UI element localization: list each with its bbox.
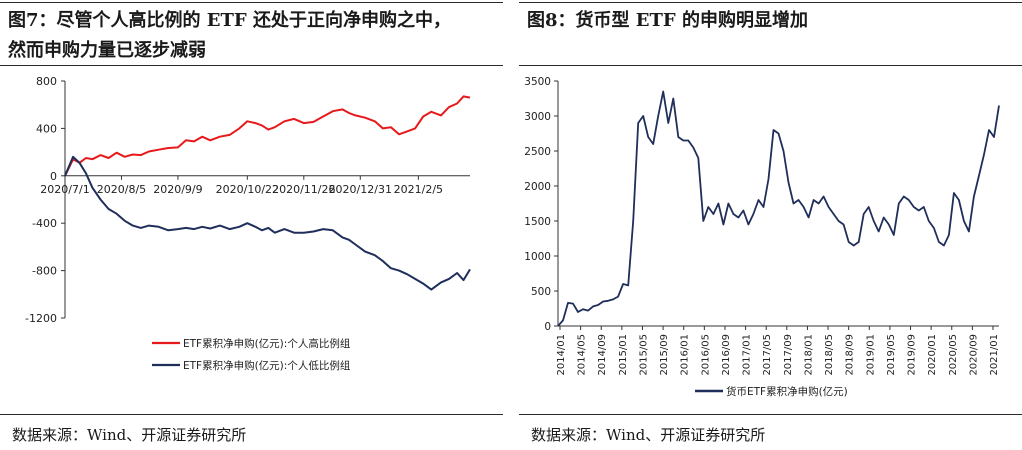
x-tick-label: 2020/01 <box>927 334 938 376</box>
legend-label: ETF累积净申购(亿元):个人低比例组 <box>183 359 351 372</box>
y-tick-label: 2000 <box>524 181 551 193</box>
x-tick-label: 2014/09 <box>597 334 608 376</box>
x-tick-label: 2016/05 <box>700 334 711 376</box>
y-tick-label: 1000 <box>524 251 551 263</box>
x-tick-label: 2017/09 <box>783 334 794 376</box>
left-figure-title: 图7：尽管个人高比例的 ETF 还处于正向净申购之中， 然而申购力量已逐步减弱 <box>8 6 498 66</box>
y-tick-label: 800 <box>36 75 57 88</box>
x-tick-label: 2020/09 <box>968 334 979 376</box>
x-tick-label: 2019/01 <box>865 334 876 376</box>
x-tick-label: 2015/05 <box>638 334 649 376</box>
top-rule <box>0 2 503 3</box>
x-tick-label: 2014/01 <box>556 334 567 376</box>
x-tick-label: 2017/01 <box>742 334 753 376</box>
y-tick-label: -1200 <box>25 312 57 325</box>
y-tick-label: 0 <box>50 170 57 183</box>
x-tick-label: 2020/10/22 <box>216 183 279 196</box>
left-title-line1: 图7：尽管个人高比例的 ETF 还处于正向净申购之中， <box>8 10 451 31</box>
left-figure-panel: 图7：尽管个人高比例的 ETF 还处于正向净申购之中， 然而申购力量已逐步减弱 … <box>0 0 503 450</box>
y-tick-label: -400 <box>32 217 57 230</box>
x-tick-label: 2018/09 <box>845 334 856 376</box>
x-tick-label: 2020/8/5 <box>97 183 146 196</box>
x-tick-label: 2019/09 <box>907 334 918 376</box>
y-tick-label: 1500 <box>524 216 551 228</box>
x-tick-label: 2020/11/26 <box>272 183 335 196</box>
x-tick-label: 2016/01 <box>680 334 691 376</box>
left-source-note: 数据来源：Wind、开源证券研究所 <box>12 426 247 444</box>
x-tick-label: 2018/05 <box>824 334 835 376</box>
x-tick-label: 2019/05 <box>886 334 897 376</box>
y-tick-label: 0 <box>544 321 551 333</box>
source-rule <box>0 414 503 415</box>
legend-label: ETF累积净申购(亿元):个人高比例组 <box>183 337 351 350</box>
x-tick-label: 2020/05 <box>948 334 959 376</box>
top-rule <box>519 2 1022 3</box>
title-rule <box>0 65 503 66</box>
x-tick-label: 2021/01 <box>989 334 1000 376</box>
series-line-high-ratio <box>64 95 471 177</box>
x-tick-label: 2021/2/5 <box>394 183 443 196</box>
y-tick-label: 3000 <box>524 111 551 123</box>
series-line-money-etf <box>557 90 1000 327</box>
legend-label: 货币ETF累积净申购(亿元) <box>726 385 848 398</box>
right-figure-panel: 图8：货币型 ETF 的申购明显增加 3500 3000 2500 2000 1500 1… <box>519 0 1022 450</box>
right-source-note: 数据来源：Wind、开源证券研究所 <box>531 426 766 444</box>
series-line-low-ratio <box>64 155 471 291</box>
y-tick-label: 400 <box>36 122 57 135</box>
x-tick-label: 2020/9/9 <box>153 183 202 196</box>
x-tick-label: 2016/09 <box>721 334 732 376</box>
source-rule <box>519 414 1022 415</box>
x-tick-label: 2014/05 <box>577 334 588 376</box>
left-title-line2: 然而申购力量已逐步减弱 <box>8 40 206 61</box>
y-tick-label: 500 <box>531 286 551 298</box>
x-tick-label: 2018/01 <box>803 334 814 376</box>
y-tick-label: -800 <box>32 265 57 278</box>
x-tick-label: 2015/09 <box>659 334 670 376</box>
title-rule <box>519 65 1022 66</box>
x-tick-label: 2020/7/1 <box>40 183 89 196</box>
y-tick-label: 3500 <box>524 76 551 88</box>
right-line-chart: 3500 3000 2500 2000 1500 1000 500 0 2014/01 2014/… <box>524 76 1000 398</box>
x-tick-label: 2020/12/31 <box>329 183 392 196</box>
x-tick-label: 2015/01 <box>618 334 629 376</box>
x-tick-label: 2017/05 <box>762 334 773 376</box>
right-figure-title: 图8：货币型 ETF 的申购明显增加 <box>527 10 808 31</box>
y-tick-label: 2500 <box>524 146 551 158</box>
left-line-chart: 800 400 0 -400 -800 -1200 2020/7/1 2020/8/5 2020… <box>25 75 471 372</box>
